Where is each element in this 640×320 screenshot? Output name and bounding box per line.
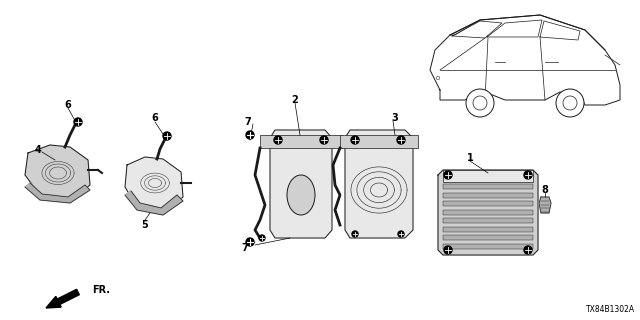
Polygon shape <box>25 183 90 203</box>
Text: FR.: FR. <box>92 285 110 295</box>
Text: 8: 8 <box>541 185 548 195</box>
Ellipse shape <box>287 175 315 215</box>
FancyArrow shape <box>46 289 79 308</box>
Circle shape <box>397 136 405 144</box>
Text: 4: 4 <box>35 145 42 155</box>
Polygon shape <box>125 157 183 213</box>
Polygon shape <box>125 191 183 215</box>
Circle shape <box>473 96 487 110</box>
Circle shape <box>352 231 358 237</box>
Polygon shape <box>443 227 533 231</box>
Polygon shape <box>539 197 551 213</box>
Circle shape <box>444 246 452 254</box>
Text: 6: 6 <box>152 113 158 123</box>
Text: 1: 1 <box>467 153 474 163</box>
Circle shape <box>74 118 82 126</box>
Circle shape <box>246 131 254 139</box>
Polygon shape <box>270 130 332 238</box>
Polygon shape <box>430 15 620 105</box>
Polygon shape <box>345 130 413 238</box>
Circle shape <box>466 89 494 117</box>
Polygon shape <box>443 193 533 197</box>
Circle shape <box>259 235 265 241</box>
Circle shape <box>398 231 404 237</box>
Text: 2: 2 <box>292 95 298 105</box>
Circle shape <box>246 238 254 246</box>
Polygon shape <box>438 170 538 255</box>
Text: 5: 5 <box>141 220 148 230</box>
Text: 6: 6 <box>65 100 72 110</box>
Polygon shape <box>443 210 533 214</box>
Circle shape <box>444 171 452 179</box>
Circle shape <box>351 136 359 144</box>
Polygon shape <box>443 201 533 206</box>
Text: 3: 3 <box>392 113 398 123</box>
Circle shape <box>524 171 532 179</box>
Polygon shape <box>443 170 533 182</box>
Text: 7: 7 <box>244 117 252 127</box>
Circle shape <box>274 136 282 144</box>
Polygon shape <box>25 145 90 200</box>
Circle shape <box>524 246 532 254</box>
Polygon shape <box>443 218 533 223</box>
Polygon shape <box>443 184 533 189</box>
Text: 7: 7 <box>242 243 248 253</box>
Circle shape <box>556 89 584 117</box>
Circle shape <box>163 132 171 140</box>
Text: O: O <box>436 76 440 81</box>
Polygon shape <box>443 244 533 249</box>
Polygon shape <box>443 235 533 240</box>
Text: TX84B1302A: TX84B1302A <box>586 305 635 314</box>
Polygon shape <box>260 135 342 148</box>
Circle shape <box>320 136 328 144</box>
Polygon shape <box>340 135 418 148</box>
Circle shape <box>563 96 577 110</box>
